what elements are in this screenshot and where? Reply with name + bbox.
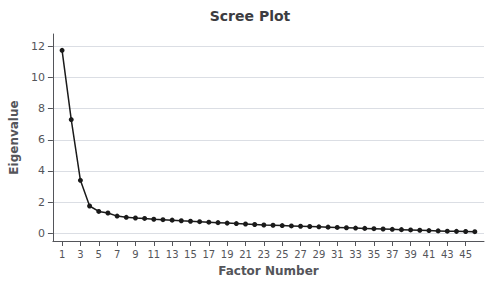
svg-text:21: 21 — [239, 249, 252, 260]
svg-text:Scree Plot: Scree Plot — [210, 8, 291, 24]
svg-text:9: 9 — [132, 249, 138, 260]
svg-text:0: 0 — [38, 227, 45, 240]
svg-text:45: 45 — [459, 249, 472, 260]
svg-text:37: 37 — [386, 249, 399, 260]
svg-text:5: 5 — [96, 249, 102, 260]
svg-text:15: 15 — [184, 249, 197, 260]
svg-text:8: 8 — [38, 102, 45, 115]
svg-text:31: 31 — [331, 249, 344, 260]
svg-text:35: 35 — [368, 249, 381, 260]
svg-text:7: 7 — [114, 249, 120, 260]
svg-text:11: 11 — [147, 249, 160, 260]
svg-text:4: 4 — [38, 164, 45, 177]
svg-text:41: 41 — [423, 249, 436, 260]
svg-text:17: 17 — [202, 249, 215, 260]
svg-text:6: 6 — [38, 133, 45, 146]
svg-text:33: 33 — [349, 249, 362, 260]
svg-text:2: 2 — [38, 196, 45, 209]
svg-text:12: 12 — [31, 40, 45, 53]
svg-text:25: 25 — [276, 249, 289, 260]
svg-text:Factor Number: Factor Number — [218, 264, 319, 278]
svg-text:1: 1 — [59, 249, 65, 260]
svg-text:Eigenvalue: Eigenvalue — [7, 100, 21, 174]
svg-text:23: 23 — [257, 249, 270, 260]
svg-text:3: 3 — [77, 249, 83, 260]
svg-text:43: 43 — [441, 249, 454, 260]
svg-text:13: 13 — [166, 249, 179, 260]
svg-text:10: 10 — [31, 71, 45, 84]
svg-text:29: 29 — [313, 249, 326, 260]
svg-text:39: 39 — [404, 249, 417, 260]
svg-text:27: 27 — [294, 249, 307, 260]
svg-text:19: 19 — [221, 249, 234, 260]
